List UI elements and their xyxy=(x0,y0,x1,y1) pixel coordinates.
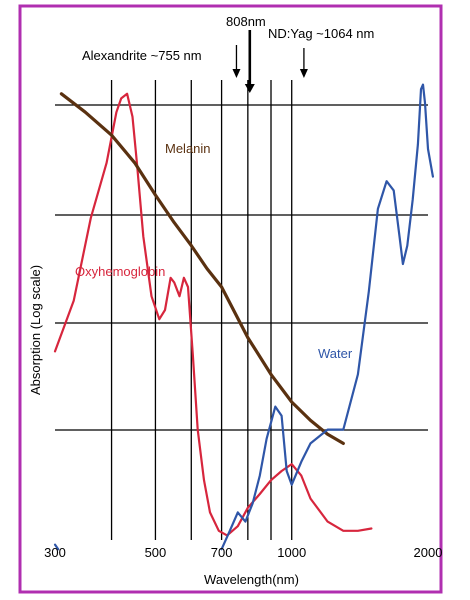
x-tick-label: 2000 xyxy=(414,545,443,560)
series-label-water: Water xyxy=(318,346,353,361)
series-label-oxyhemoglobin: Oxyhemoglobin xyxy=(75,264,165,279)
annotation-arrowhead xyxy=(299,69,308,78)
annotation-label: Alexandrite ~755 nm xyxy=(82,48,202,63)
annotation-label: 808nm xyxy=(226,14,266,29)
x-tick-labels: 300 500 700 1000 2000 xyxy=(44,545,442,560)
x-tick-label: 500 xyxy=(145,545,167,560)
x-tick-label: 1000 xyxy=(277,545,306,560)
chart-frame xyxy=(18,4,443,594)
x-tick-label: 300 xyxy=(44,545,66,560)
x-axis-label: Wavelength(nm) xyxy=(204,572,299,587)
x-tick-label: 700 xyxy=(211,545,233,560)
series-line-water xyxy=(220,83,434,551)
grid xyxy=(55,80,428,540)
series-label-melanin: Melanin xyxy=(165,141,211,156)
wavelength-annotations: 808nm Alexandrite ~755 nm ND:Yag ~1064 nm xyxy=(82,14,374,93)
series-line-melanin xyxy=(59,92,345,445)
series-layer xyxy=(53,83,434,551)
annotation-label: ND:Yag ~1064 nm xyxy=(268,26,374,41)
annotation-arrowhead xyxy=(244,84,255,93)
y-axis-label: Absorption (Log scale) xyxy=(28,265,43,395)
series-line-water xyxy=(53,543,60,551)
series-line-oxyhemoglobin xyxy=(53,92,373,537)
annotation-arrowhead xyxy=(232,69,241,78)
